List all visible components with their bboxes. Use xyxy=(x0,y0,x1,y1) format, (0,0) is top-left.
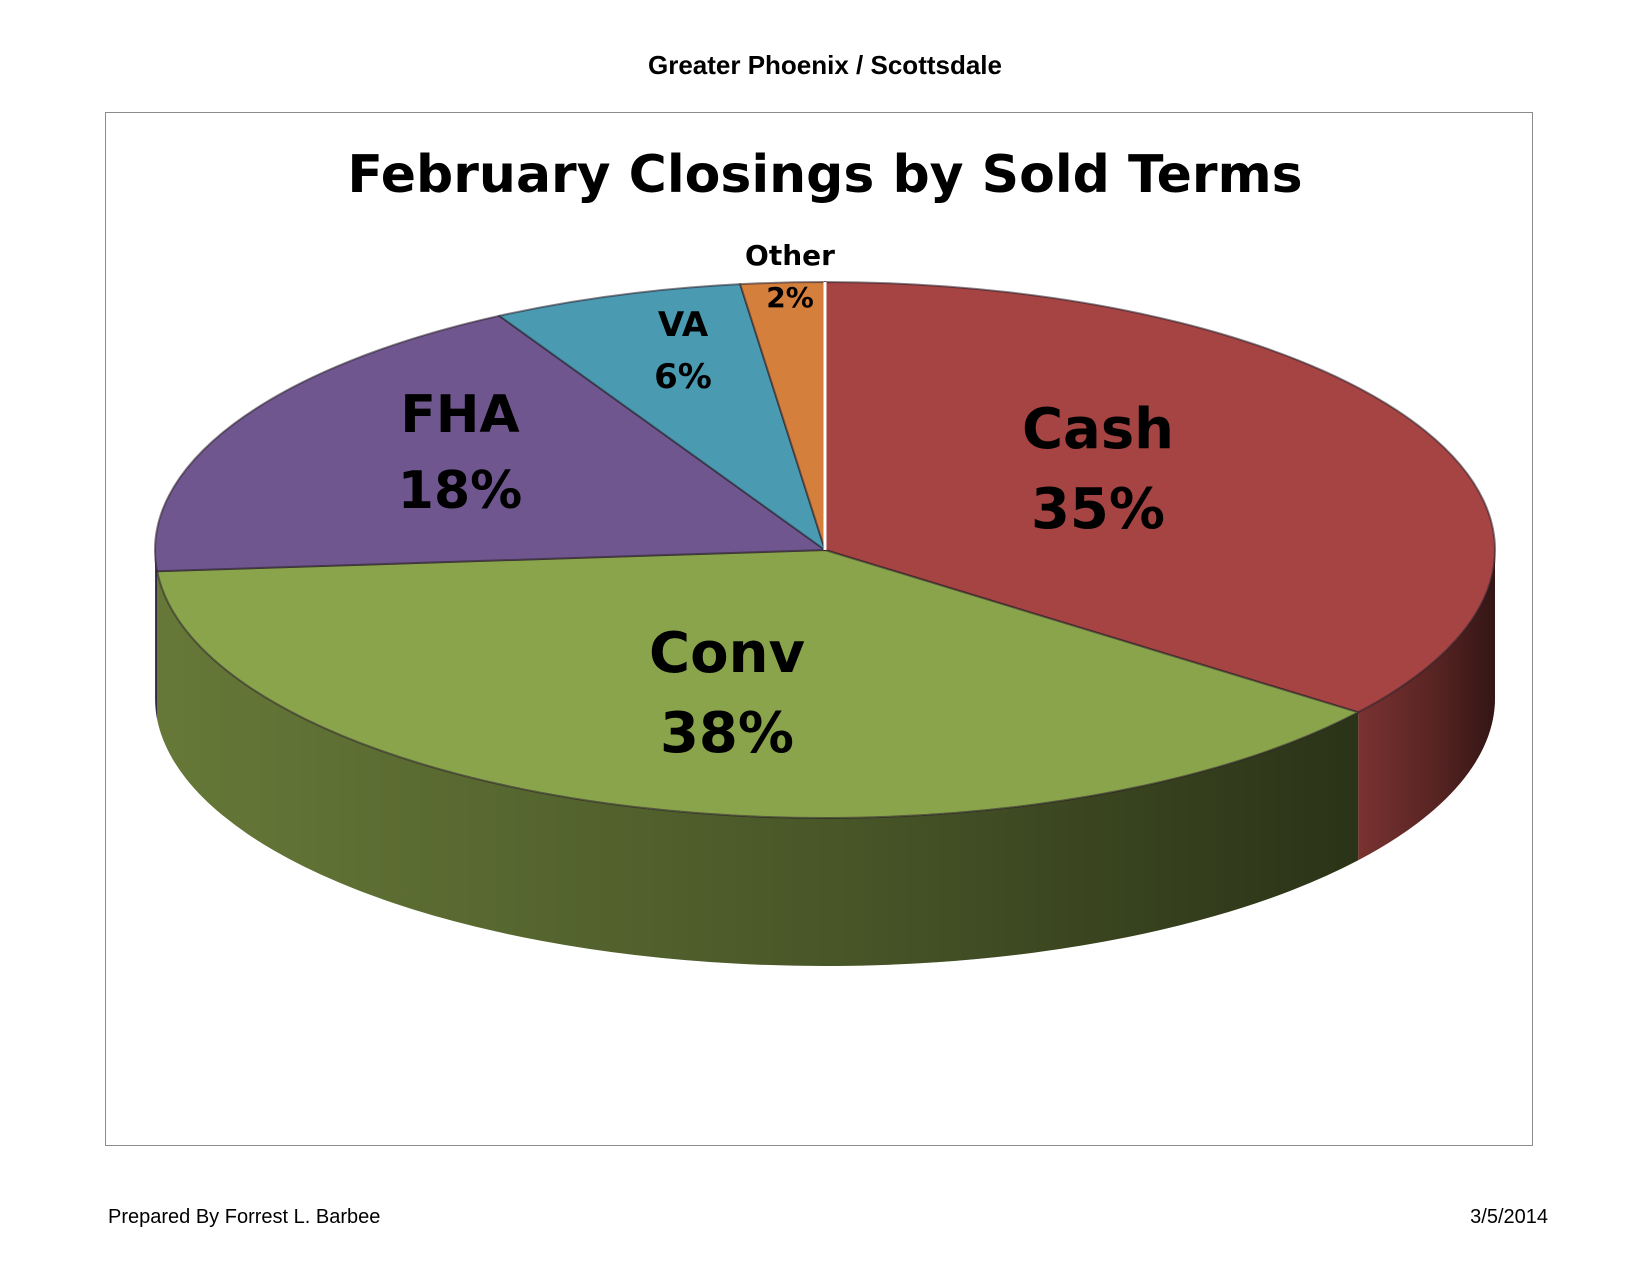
slice-label-other: Other xyxy=(745,239,835,272)
slice-value-va: 6% xyxy=(654,357,712,397)
pie-sides xyxy=(155,550,1495,966)
slice-label-fha: FHA xyxy=(400,385,519,445)
pie-side-shade-conv xyxy=(157,571,1359,966)
slice-label-cash: Cash xyxy=(1022,397,1174,462)
slice-value-fha: 18% xyxy=(398,461,522,521)
slice-label-conv: Conv xyxy=(649,621,805,686)
prepared-by: Prepared By Forrest L. Barbee xyxy=(108,1206,381,1228)
page-header: Greater Phoenix / Scottsdale xyxy=(647,50,1002,80)
slice-value-cash: 35% xyxy=(1031,477,1165,542)
pie-slice-fha xyxy=(154,314,826,573)
slice-label-va: VA xyxy=(658,305,709,345)
pie-side-shade-cash xyxy=(1358,550,1495,861)
pie-slice-cash xyxy=(824,281,1496,714)
pie-slice-va xyxy=(498,283,826,551)
slice-value-conv: 38% xyxy=(660,701,794,766)
slice-value-other: 2% xyxy=(766,281,814,314)
report-date: 3/5/2014 xyxy=(1470,1206,1548,1228)
pie-slice-conv xyxy=(156,549,1360,819)
pie-tops xyxy=(154,281,1496,819)
pie-labels: Cash 35% Conv 38% FHA 18% VA 6% Other 2% xyxy=(398,239,1174,766)
chart-title: February Closings by Sold Terms xyxy=(347,145,1302,205)
pie-side-shade-fha xyxy=(155,550,158,720)
